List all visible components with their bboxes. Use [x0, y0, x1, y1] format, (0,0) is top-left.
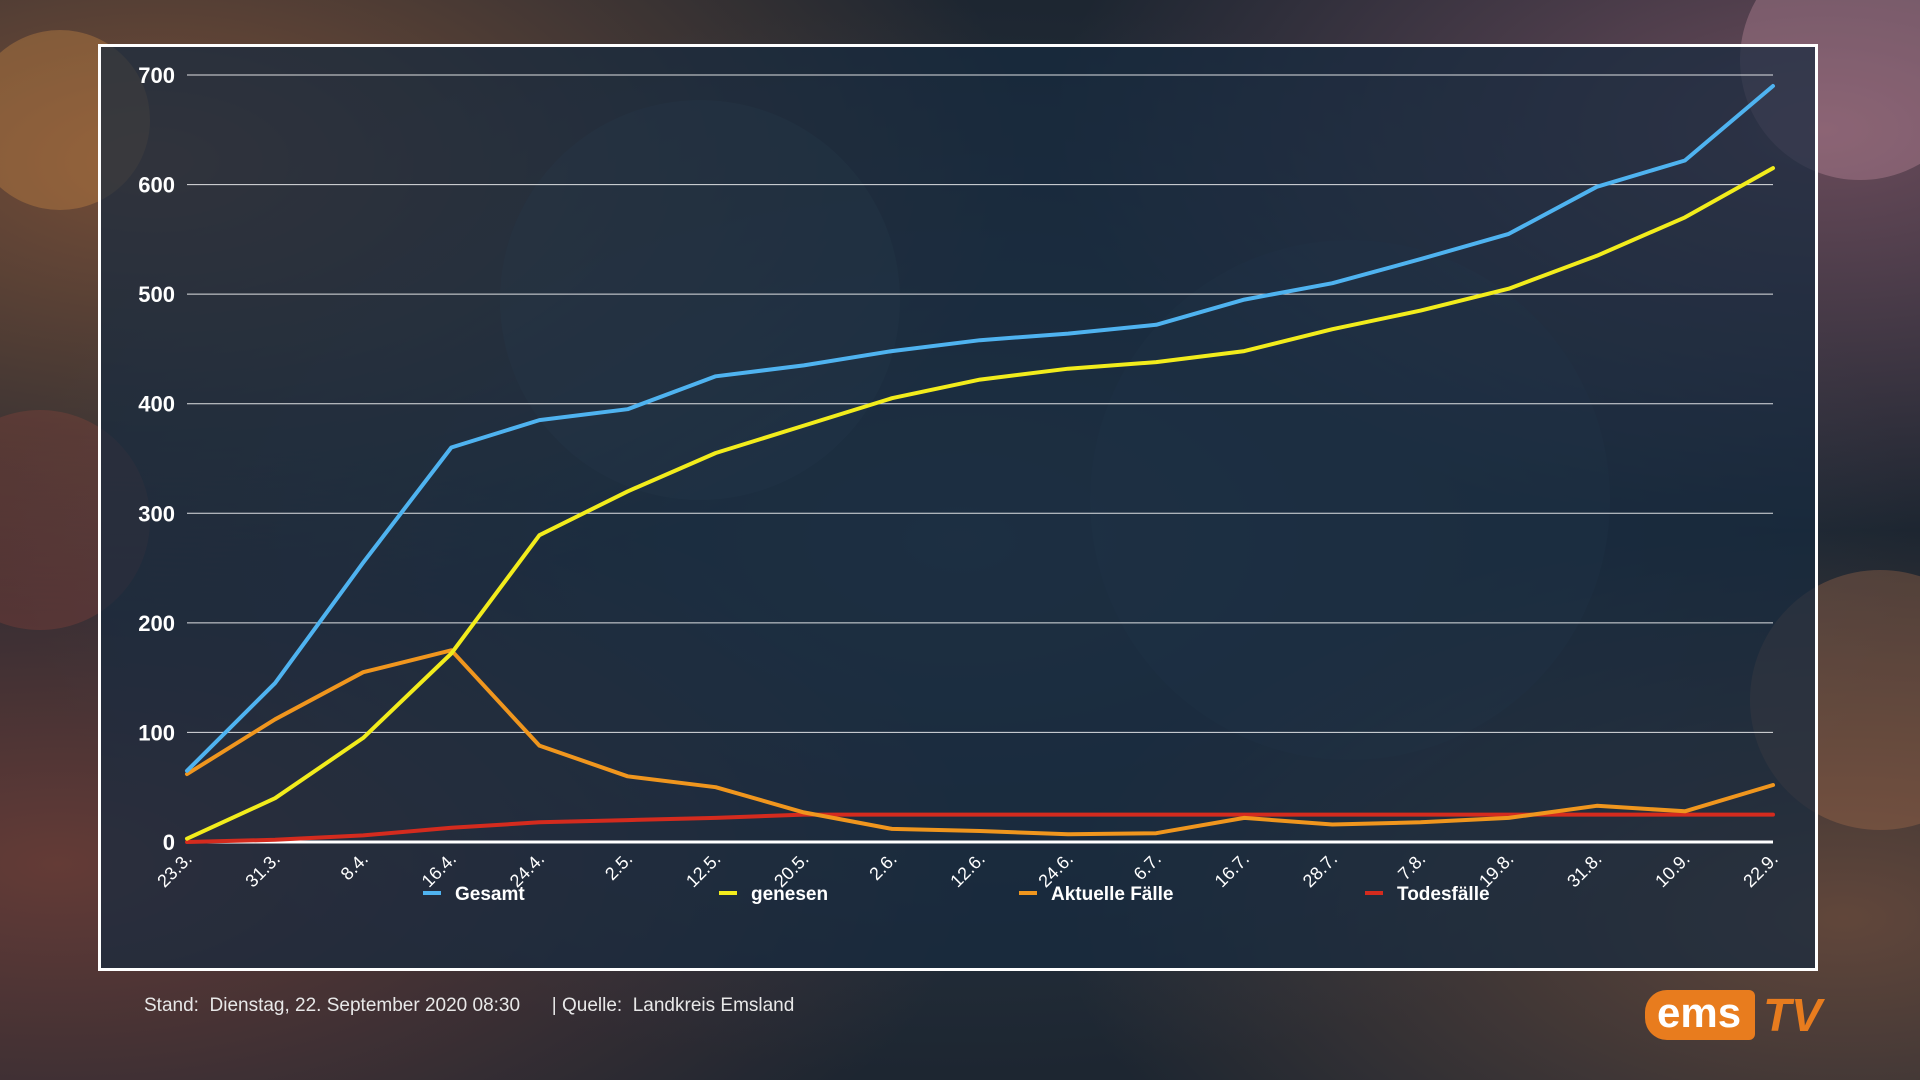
footer-separator: |: [551, 995, 557, 1016]
legend-label-2: Aktuelle Fälle: [1051, 884, 1174, 905]
x-tick-label: 2.5.: [601, 849, 636, 884]
x-tick-label: 16.4.: [418, 849, 460, 891]
logo-ems-text: ems: [1645, 990, 1756, 1040]
x-tick-label: 28.7.: [1299, 849, 1341, 891]
x-tick-label: 23.3.: [153, 849, 195, 891]
x-tick-label: 12.6.: [946, 849, 988, 891]
x-tick-label: 12.5.: [682, 849, 724, 891]
footer: Stand: Dienstag, 22. September 2020 08:3…: [144, 995, 794, 1017]
x-tick-label: 10.9.: [1651, 849, 1693, 891]
stand-label: Stand:: [144, 995, 199, 1016]
source-value: Landkreis Emsland: [632, 995, 795, 1016]
x-tick-label: 22.9.: [1739, 849, 1781, 891]
source-label: Quelle:: [561, 995, 623, 1016]
series-lines: [185, 84, 1775, 844]
legend-label-1: genesen: [751, 884, 828, 905]
y-tick-label: 200: [138, 611, 175, 636]
grid-lines: [187, 74, 1773, 844]
y-tick-label: 600: [138, 173, 175, 198]
y-tick-label: 500: [138, 282, 175, 307]
legend: Gesamt genesen Aktuelle Fälle Todesfälle: [423, 884, 1490, 905]
legend-label-0: Gesamt: [455, 884, 525, 905]
y-tick-label: 100: [138, 720, 175, 745]
y-tick-label: 700: [138, 63, 175, 88]
logo-tv-text: TV: [1763, 989, 1822, 1041]
axis-labels: 0 100 200 300 400 500 600 700 23.3. 31.3. 8.4. 16.4…: [138, 63, 1782, 891]
x-tick-label: 6.7.: [1130, 849, 1165, 884]
x-tick-label: 31.3.: [241, 849, 283, 891]
x-tick-label: 31.8.: [1563, 849, 1605, 891]
stand-value: Dienstag, 22. September 2020 08:30: [209, 995, 521, 1016]
x-tick-label: 16.7.: [1211, 849, 1253, 891]
x-tick-label: 7.8.: [1394, 849, 1429, 884]
legend-label-3: Todesfälle: [1397, 884, 1490, 905]
chart-panel: 0 100 200 300 400 500 600 700 23.3. 31.3. 8.4. 16.4…: [98, 44, 1818, 971]
ems-tv-logo: ems TV: [1645, 990, 1822, 1040]
x-tick-label: 8.4.: [337, 849, 372, 884]
series-line-0: [185, 84, 1775, 773]
y-tick-label: 400: [138, 392, 175, 417]
x-tick-label: 2.6.: [865, 849, 900, 884]
y-tick-label: 300: [138, 501, 175, 526]
y-tick-label: 0: [163, 830, 175, 855]
series-line-1: [185, 166, 1775, 841]
line-chart: 0 100 200 300 400 500 600 700 23.3. 31.3. 8.4. 16.4…: [138, 63, 1782, 905]
series-line-3: [185, 812, 1775, 844]
